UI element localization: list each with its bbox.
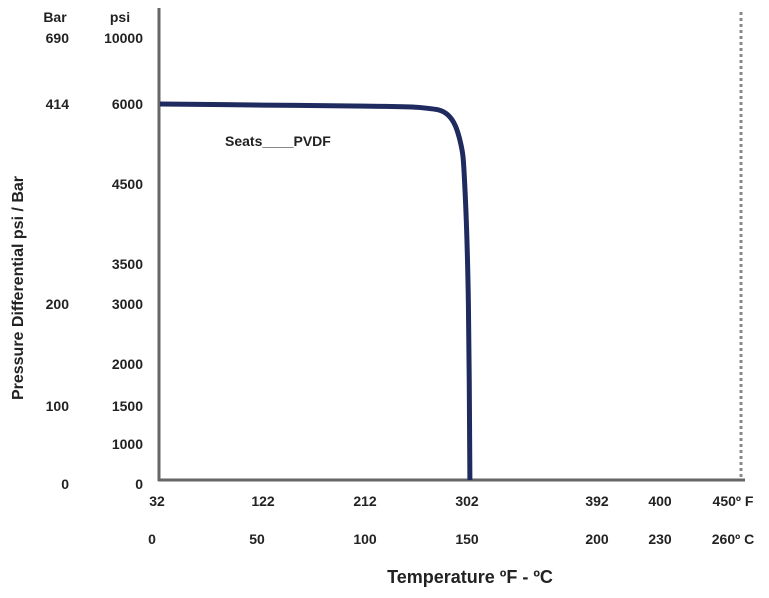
- x-tick-f-label: 212: [353, 493, 377, 509]
- x-tick-c-label: 230: [648, 531, 672, 547]
- y-tick-psi-label: 2000: [112, 356, 143, 372]
- y-ticks-bar: 690 414 200 100 0: [46, 30, 70, 492]
- series-group: [159, 101, 473, 481]
- x-tick-c-label: 260º C: [712, 531, 754, 547]
- y-tick-psi-label: 10000: [104, 30, 143, 46]
- x-tick-c-label: 150: [455, 531, 479, 547]
- y-tick-psi-label: 1500: [112, 398, 143, 414]
- y-tick-bar-label: 200: [46, 296, 70, 312]
- y-tick-bar-label: 690: [46, 30, 70, 46]
- x-tick-f-label: 400: [648, 493, 672, 509]
- y-tick-psi-label: 0: [135, 476, 143, 492]
- y-unit-header-psi: psi: [110, 9, 130, 25]
- y-tick-psi-label: 3000: [112, 296, 143, 312]
- x-tick-f-label: 392: [585, 493, 609, 509]
- x-tick-f-label: 302: [455, 493, 479, 509]
- y-tick-psi-label: 4500: [112, 176, 143, 192]
- y-tick-bar-label: 0: [61, 476, 69, 492]
- x-tick-c-label: 200: [585, 531, 609, 547]
- y-tick-bar-label: 414: [46, 96, 70, 112]
- series-line-pvdf: [159, 101, 473, 481]
- x-tick-c-label: 100: [353, 531, 377, 547]
- series-label-pvdf: Seats____PVDF: [225, 133, 331, 149]
- x-ticks-celsius: 0 50 100 150 200 230 260º C: [148, 531, 754, 547]
- x-tick-f-label: 32: [149, 493, 165, 509]
- y-unit-header-bar: Bar: [43, 9, 67, 25]
- y-axis-title: Pressure Differential psi / Bar: [10, 176, 27, 400]
- x-tick-f-label: 450º F: [713, 493, 754, 509]
- x-ticks-fahrenheit: 32 122 212 302 392 400 450º F: [149, 493, 754, 509]
- y-tick-psi-label: 1000: [112, 436, 143, 452]
- y-tick-psi-label: 6000: [112, 96, 143, 112]
- x-tick-c-label: 0: [148, 531, 156, 547]
- y-tick-bar-label: 100: [46, 398, 70, 414]
- x-axis-title: Temperature ºF - ºC: [387, 567, 553, 587]
- x-tick-f-label: 122: [251, 493, 275, 509]
- x-tick-c-label: 50: [249, 531, 265, 547]
- y-tick-psi-label: 3500: [112, 256, 143, 272]
